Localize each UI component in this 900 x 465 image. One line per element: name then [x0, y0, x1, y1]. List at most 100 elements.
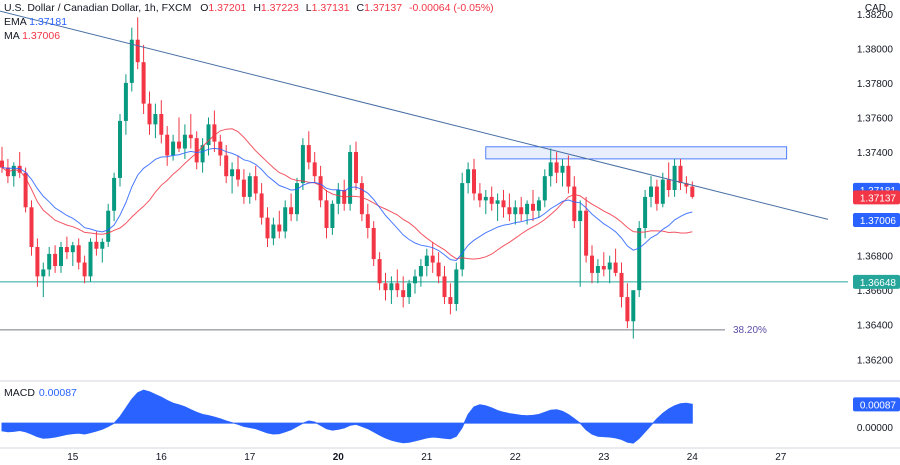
candle-body: [590, 255, 594, 273]
candle-body: [448, 297, 453, 304]
time-tick: 15: [67, 452, 79, 463]
candle-body: [283, 207, 288, 232]
high-value: 1.37223: [260, 2, 299, 14]
macd-legend[interactable]: MACD 0.00087: [4, 387, 77, 399]
time-tick: 23: [598, 452, 610, 463]
resistance-zone: [485, 146, 788, 160]
candle-body: [430, 255, 435, 263]
candle-body: [212, 124, 217, 142]
ma-legend[interactable]: MA 1.37006: [4, 30, 60, 43]
candle-body: [407, 283, 412, 298]
price-tick: 1.38000: [857, 44, 894, 55]
candle-body: [265, 217, 270, 239]
candle-body: [413, 276, 417, 284]
price-label-bg: [853, 190, 900, 205]
candle-body: [259, 193, 264, 218]
candle-body: [554, 162, 559, 173]
candle-body: [377, 259, 382, 284]
candle-body: [548, 162, 553, 177]
price-tick: 1.37600: [857, 113, 894, 124]
ema-label: EMA: [4, 16, 27, 28]
candle-body: [59, 247, 63, 266]
price-label-bg: [853, 213, 900, 228]
candle-body: [666, 179, 671, 190]
candle-body: [76, 245, 81, 263]
candle-body: [649, 186, 653, 197]
macd-label: MACD: [4, 387, 35, 399]
candle-body: [35, 247, 40, 277]
macd-price-label: 0.00087: [860, 400, 897, 411]
ema-legend[interactable]: EMA 1.37181: [4, 16, 67, 29]
candle-body: [306, 145, 311, 163]
candle-body: [277, 224, 282, 232]
price-label: 1.36648: [860, 278, 897, 289]
candle-body: [82, 262, 87, 277]
fib-label: 38.20%: [733, 325, 767, 336]
candle-body: [318, 176, 323, 201]
open-value: 1.37201: [208, 2, 247, 14]
candle-body: [188, 134, 193, 139]
time-tick: 17: [244, 452, 256, 463]
price-tick: 1.37800: [857, 79, 894, 90]
candle-body: [513, 207, 518, 215]
price-tick: 1.38200: [857, 10, 894, 21]
candle-body: [395, 283, 400, 291]
open-label: O: [200, 2, 209, 14]
candle-body: [253, 176, 258, 194]
candle-body: [595, 266, 600, 273]
candle-body: [330, 203, 335, 228]
candle-body: [466, 169, 471, 184]
candle-body: [536, 200, 541, 211]
ma-line: [1, 128, 693, 260]
candle-body: [442, 276, 447, 298]
price-tick: 1.37400: [857, 148, 894, 159]
candle-body: [359, 183, 364, 215]
candle-body: [654, 186, 659, 204]
candle-body: [613, 262, 618, 273]
candle-body: [29, 207, 34, 247]
symbol-ohlc-header: U.S. Dollar / Canadian Dollar, 1h, FXCM …: [4, 2, 498, 15]
candle-body: [619, 272, 624, 298]
candle-body: [678, 165, 683, 184]
candle-body: [542, 176, 547, 201]
low-label: L: [305, 2, 312, 14]
candle-body: [159, 114, 164, 135]
candle-body: [495, 200, 500, 204]
macd-value: 0.00087: [38, 387, 77, 399]
candle-body: [218, 141, 223, 156]
candle-body: [383, 283, 388, 291]
candle-body: [371, 228, 376, 260]
candle-body: [643, 196, 648, 228]
macd-zero-tick: 0.00000: [857, 423, 894, 434]
price-label: 1.37006: [860, 216, 897, 227]
candle-body: [354, 152, 358, 184]
candle-body: [247, 176, 252, 197]
candle-body: [118, 120, 122, 178]
candle-body: [572, 186, 577, 222]
candle-body: [289, 207, 294, 215]
candle-body: [147, 103, 152, 125]
candle-body: [11, 165, 16, 177]
trendline: [0, 10, 829, 220]
macd-label-bg: [853, 397, 900, 412]
candle-body: [206, 124, 211, 146]
candle-body: [631, 290, 636, 322]
candle-body: [123, 82, 128, 121]
candle-body: [690, 186, 695, 197]
candle-body: [637, 228, 642, 291]
candle-body: [224, 155, 229, 177]
candle-body: [454, 269, 459, 304]
candle-body: [0, 160, 4, 168]
candle-body: [165, 134, 170, 156]
time-tick: 16: [156, 452, 168, 463]
candle-body: [182, 134, 187, 149]
macd-area: [1, 389, 693, 444]
candle-body: [489, 196, 494, 204]
candle-body: [584, 210, 589, 256]
candle-body: [41, 269, 46, 277]
candle-body: [607, 262, 612, 270]
candle-body: [660, 179, 665, 204]
time-tick: 21: [421, 452, 433, 463]
candle-body: [70, 245, 75, 253]
